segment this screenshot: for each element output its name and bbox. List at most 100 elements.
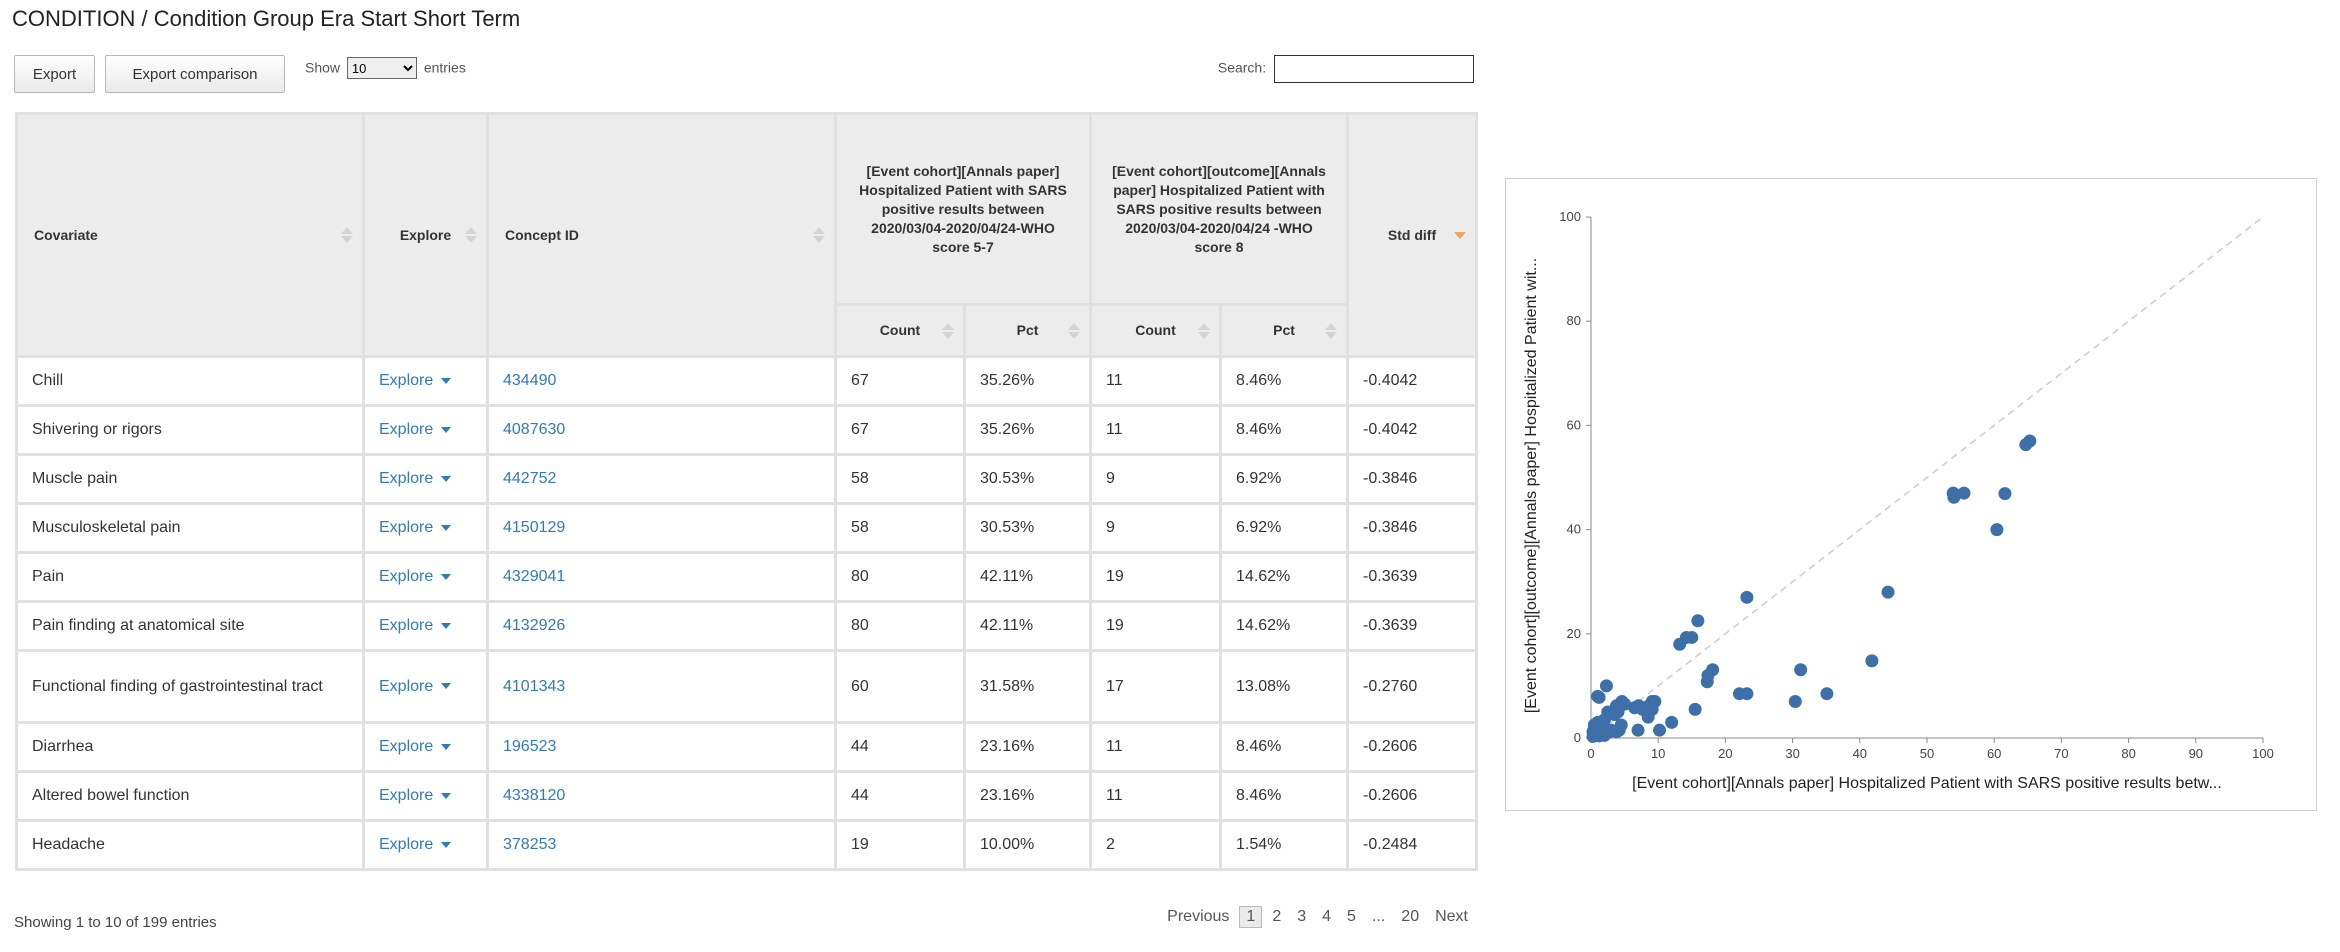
pagination-page[interactable]: 2 <box>1272 908 1282 925</box>
table-row: Functional finding of gastrointestinal t… <box>15 649 1479 724</box>
count-cell: 17 <box>1089 649 1223 724</box>
count-cell: 80 <box>834 551 966 603</box>
table-row: Shivering or rigors Explore 4087630 67 3… <box>15 404 1479 456</box>
sort-icon <box>813 226 825 244</box>
concept-id-cell: 4132926 <box>486 600 837 652</box>
explore-dropdown[interactable]: Explore <box>379 787 452 804</box>
column-header-pct-2[interactable]: Pct <box>1219 303 1350 358</box>
table-row: Altered bowel function Explore 4338120 4… <box>15 770 1479 822</box>
concept-id-link[interactable]: 434490 <box>503 372 557 389</box>
covariate-cell: Pain <box>15 551 365 603</box>
concept-id-cell: 196523 <box>486 721 837 773</box>
scatter-point <box>1865 654 1879 668</box>
explore-label: Explore <box>379 617 434 634</box>
table-row: Headache Explore 378253 19 10.00% 2 1.54… <box>15 819 1479 871</box>
x-tick-label: 10 <box>1651 746 1665 761</box>
explore-dropdown[interactable]: Explore <box>379 836 452 853</box>
caret-down-icon <box>441 683 452 690</box>
std-diff-cell: -0.4042 <box>1346 355 1479 407</box>
show-label: Show <box>305 59 341 76</box>
scatter-point <box>1614 718 1628 732</box>
column-header-label: Covariate <box>34 226 98 243</box>
scatter-point <box>1998 487 2012 501</box>
concept-id-link[interactable]: 4338120 <box>503 787 566 804</box>
x-tick-label: 50 <box>1920 746 1934 761</box>
column-header-explore[interactable]: Explore <box>362 112 489 358</box>
explore-dropdown[interactable]: Explore <box>379 372 452 389</box>
export-button[interactable]: Export <box>14 55 95 93</box>
column-header-covariate[interactable]: Covariate <box>15 112 365 358</box>
sort-icon <box>1325 322 1338 340</box>
explore-cell: Explore <box>362 551 489 603</box>
explore-cell: Explore <box>362 453 489 505</box>
column-header-label: Concept ID <box>505 226 579 243</box>
count-cell: 60 <box>834 649 966 724</box>
pct-cell: 8.46% <box>1219 721 1350 773</box>
sort-icon <box>942 322 954 340</box>
sort-icon <box>341 226 353 244</box>
pct-cell: 14.62% <box>1219 600 1350 652</box>
concept-id-link[interactable]: 4101343 <box>503 677 566 695</box>
explore-dropdown[interactable]: Explore <box>379 421 452 438</box>
covariate-cell: Diarrhea <box>15 721 365 773</box>
column-header-pct-1[interactable]: Pct <box>962 303 1093 358</box>
pct-cell: 35.26% <box>962 355 1093 407</box>
search-control: Search: <box>1218 55 1474 83</box>
concept-id-link[interactable]: 4329041 <box>503 568 566 585</box>
page-length-control: Show 10 entries <box>305 57 466 79</box>
pct-cell: 23.16% <box>962 770 1093 822</box>
pct-cell: 42.11% <box>962 551 1093 603</box>
concept-id-link[interactable]: 4150129 <box>503 519 566 536</box>
concept-id-link[interactable]: 196523 <box>503 738 557 755</box>
x-tick-label: 70 <box>2054 746 2068 761</box>
pct-cell: 30.53% <box>962 453 1093 505</box>
pct-cell: 42.11% <box>962 600 1093 652</box>
pagination-page[interactable]: 3 <box>1297 908 1307 925</box>
explore-dropdown[interactable]: Explore <box>379 519 452 536</box>
x-tick-label: 40 <box>1853 746 1867 761</box>
pagination-next[interactable]: Next <box>1435 908 1468 925</box>
column-header-count-2[interactable]: Count <box>1089 303 1223 358</box>
entries-select[interactable]: 10 <box>346 57 417 79</box>
scatter-point <box>1685 630 1699 644</box>
explore-dropdown[interactable]: Explore <box>379 738 452 755</box>
count-cell: 80 <box>834 600 966 652</box>
y-axis-title: [Event cohort][outcome][Annals paper] Ho… <box>1523 258 1540 713</box>
concept-id-cell: 4101343 <box>486 649 837 724</box>
export-comparison-button[interactable]: Export comparison <box>105 55 285 93</box>
page-title: CONDITION / Condition Group Era Start Sh… <box>12 6 521 31</box>
count-cell: 11 <box>1089 721 1223 773</box>
covariate-cell: Shivering or rigors <box>15 404 365 456</box>
pagination-page-current[interactable]: 1 <box>1239 906 1263 928</box>
caret-down-icon <box>441 573 452 580</box>
pagination-page[interactable]: 4 <box>1322 908 1332 925</box>
concept-id-link[interactable]: 378253 <box>503 836 557 853</box>
concept-id-link[interactable]: 442752 <box>503 470 557 487</box>
search-input[interactable] <box>1274 55 1474 83</box>
concept-id-cell: 4329041 <box>486 551 837 603</box>
scatter-point <box>1665 715 1679 729</box>
pagination-page[interactable]: 5 <box>1347 908 1356 925</box>
concept-id-cell: 4087630 <box>486 404 837 456</box>
pagination-page[interactable]: 20 <box>1401 908 1420 925</box>
explore-dropdown[interactable]: Explore <box>379 470 452 487</box>
concept-id-link[interactable]: 4132926 <box>503 617 566 634</box>
explore-dropdown[interactable]: Explore <box>379 678 452 695</box>
explore-dropdown[interactable]: Explore <box>379 617 452 634</box>
sort-descending-icon <box>1454 226 1467 244</box>
concept-id-cell: 4338120 <box>486 770 837 822</box>
concept-id-link[interactable]: 4087630 <box>503 421 566 438</box>
caret-down-icon <box>441 377 452 384</box>
pct-cell: 13.08% <box>1219 649 1350 724</box>
pagination-previous[interactable]: Previous <box>1167 908 1230 925</box>
count-cell: 67 <box>834 355 966 407</box>
explore-dropdown[interactable]: Explore <box>379 568 452 585</box>
explore-label: Explore <box>379 519 434 536</box>
scatter-point <box>1820 687 1834 701</box>
scatter-point <box>1599 679 1613 693</box>
column-header-concept-id[interactable]: Concept ID <box>486 112 837 358</box>
pct-cell: 23.16% <box>962 721 1093 773</box>
column-header-std-diff[interactable]: Std diff <box>1346 112 1479 358</box>
pct-cell: 35.26% <box>962 404 1093 456</box>
column-header-count-1[interactable]: Count <box>834 303 966 358</box>
